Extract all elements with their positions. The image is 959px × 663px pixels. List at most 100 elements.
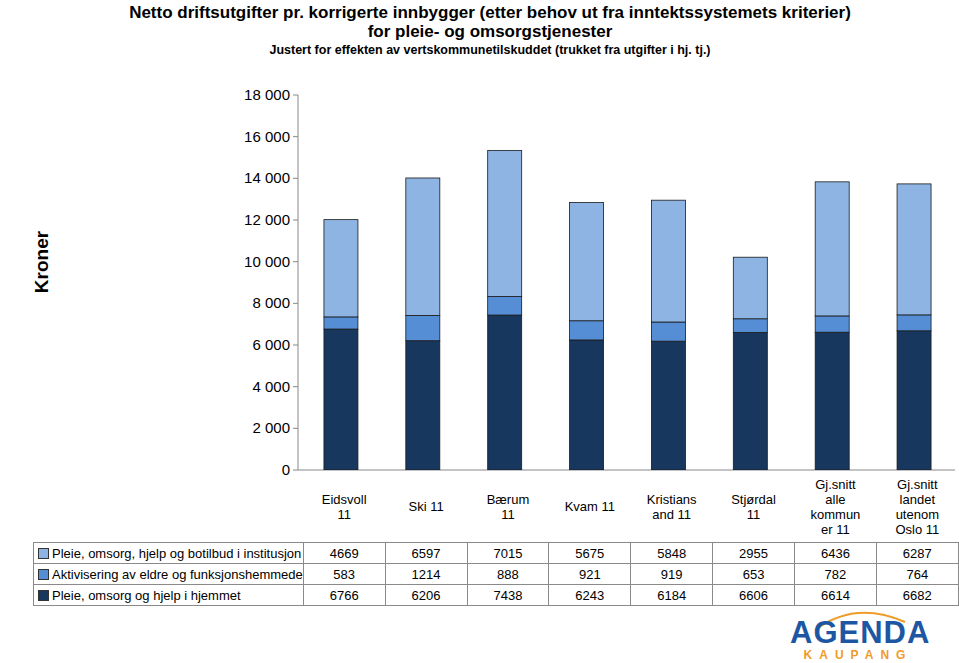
category-cell: Kvam 11: [549, 471, 631, 543]
y-tick-label: 18 000: [244, 86, 290, 103]
category-cell: Stjørdal 11: [713, 471, 795, 543]
value-cell: 921: [549, 564, 631, 585]
legend-label: Pleie, omsorg, hjelp og botilbud i insti…: [52, 546, 301, 561]
bar-segment: [406, 341, 440, 470]
bar-segment: [815, 316, 849, 332]
table-body: Eidsvoll 11 Ski 11 Bærum 11 Kvam 11 Kristian…: [34, 471, 959, 606]
y-tick: [293, 95, 298, 96]
series-row: Pleie, omsorg, hjelp og botilbud i insti…: [34, 543, 959, 564]
category-label: Ski 11: [400, 499, 452, 514]
category-label: Bærum 11: [482, 492, 534, 522]
bar-segment: [651, 341, 685, 470]
y-axis: [298, 95, 299, 470]
y-tick-label: 4 000: [252, 378, 290, 395]
value-cell: 653: [713, 564, 795, 585]
category-cell: Gj.snitt alle kommuner 11: [795, 471, 877, 543]
value-cell: 888: [467, 564, 549, 585]
bar-segment: [406, 178, 440, 315]
bars: [324, 150, 931, 470]
series-row: Aktivisering av eldre og funksjonshemmed…: [34, 564, 959, 585]
bar-segment: [897, 331, 931, 470]
value-cell: 6682: [876, 585, 958, 606]
y-tick-label: 2 000: [252, 419, 290, 436]
bar-segment: [488, 315, 522, 470]
value-cell: 6243: [549, 585, 631, 606]
bar-segment: [570, 203, 604, 321]
y-tick: [293, 136, 298, 137]
category-cell: Eidsvoll 11: [303, 471, 385, 543]
y-tick-label: 10 000: [244, 253, 290, 270]
bar-segment: [897, 184, 931, 315]
category-label: Kvam 11: [564, 499, 616, 514]
category-label: Eidsvoll 11: [318, 492, 370, 522]
value-cell: 6597: [385, 543, 467, 564]
bar-segment: [733, 332, 767, 470]
bar-segment: [324, 329, 358, 470]
value-cell: 5848: [631, 543, 713, 564]
value-cell: 2955: [713, 543, 795, 564]
bar-segment: [651, 322, 685, 341]
y-tick-label: 0: [282, 461, 290, 478]
bar-segment: [733, 319, 767, 333]
y-tick-label: 6 000: [252, 336, 290, 353]
subtitle: for pleie- og omsorgstjenester: [368, 22, 613, 41]
bar-segment: [570, 321, 604, 340]
category-cell: Bærum 11: [467, 471, 549, 543]
y-tick: [293, 220, 298, 221]
category-cell: Gj.snitt landet utenom Oslo 11: [876, 471, 958, 543]
note: Justert for effekten av vertskommunetils…: [269, 43, 710, 57]
value-cell: 6606: [713, 585, 795, 606]
data-table: Eidsvoll 11 Ski 11 Bærum 11 Kvam 11 Kristian…: [33, 471, 959, 606]
bar-segment: [406, 315, 440, 340]
value-cell: 6287: [876, 543, 958, 564]
y-tick: [293, 261, 298, 262]
title: Netto driftsutgifter pr. korrigerte innb…: [129, 3, 851, 22]
bar-segment: [570, 340, 604, 470]
y-tick: [293, 303, 298, 304]
bar-segment: [651, 200, 685, 322]
legend-swatch: [38, 548, 49, 559]
bar-segment: [815, 332, 849, 470]
value-cell: 6206: [385, 585, 467, 606]
bar-segment: [815, 182, 849, 316]
legend-label: Aktivisering av eldre og funksjonshemmed…: [52, 567, 303, 582]
bar-segment: [733, 257, 767, 319]
value-cell: 583: [303, 564, 385, 585]
category-label: Kristiansand 11: [646, 492, 698, 522]
y-axis-label: Kroner: [31, 230, 52, 293]
x-axis: [298, 470, 955, 471]
y-tick-label: 8 000: [252, 294, 290, 311]
value-cell: 4669: [303, 543, 385, 564]
legend-swatch: [38, 569, 49, 580]
value-cell: 6766: [303, 585, 385, 606]
value-cell: 5675: [549, 543, 631, 564]
value-cell: 6614: [795, 585, 877, 606]
series-row: Pleie, omsorg og hjelp i hjemmet67666206…: [34, 585, 959, 606]
category-cell: Kristiansand 11: [631, 471, 713, 543]
value-cell: 6436: [795, 543, 877, 564]
y-tick: [293, 428, 298, 429]
bar-segment: [488, 150, 522, 296]
value-cell: 7015: [467, 543, 549, 564]
y-tick: [293, 470, 298, 471]
value-cell: 782: [795, 564, 877, 585]
category-label: Stjørdal 11: [728, 492, 780, 522]
value-cell: 919: [631, 564, 713, 585]
bar-segment: [897, 315, 931, 331]
value-cell: 1214: [385, 564, 467, 585]
value-cell: 6184: [631, 585, 713, 606]
bar-segment: [324, 317, 358, 329]
category-label: Gj.snitt alle kommuner 11: [809, 477, 861, 537]
y-tick: [293, 345, 298, 346]
y-tick: [293, 386, 298, 387]
legend-swatch: [38, 590, 49, 601]
legend-cell: Pleie, omsorg, hjelp og botilbud i insti…: [34, 543, 304, 564]
y-tick-label: 16 000: [244, 128, 290, 145]
logo-name: AGENDA: [790, 618, 920, 648]
header-row: Eidsvoll 11 Ski 11 Bærum 11 Kvam 11 Kristian…: [34, 471, 959, 543]
category-label: Gj.snitt landet utenom Oslo 11: [891, 477, 943, 537]
y-tick-label: 14 000: [244, 169, 290, 186]
value-cell: 764: [876, 564, 958, 585]
logo: AGENDAKAUPANG: [790, 618, 920, 662]
legend-cell: Aktivisering av eldre og funksjonshemmed…: [34, 564, 304, 585]
